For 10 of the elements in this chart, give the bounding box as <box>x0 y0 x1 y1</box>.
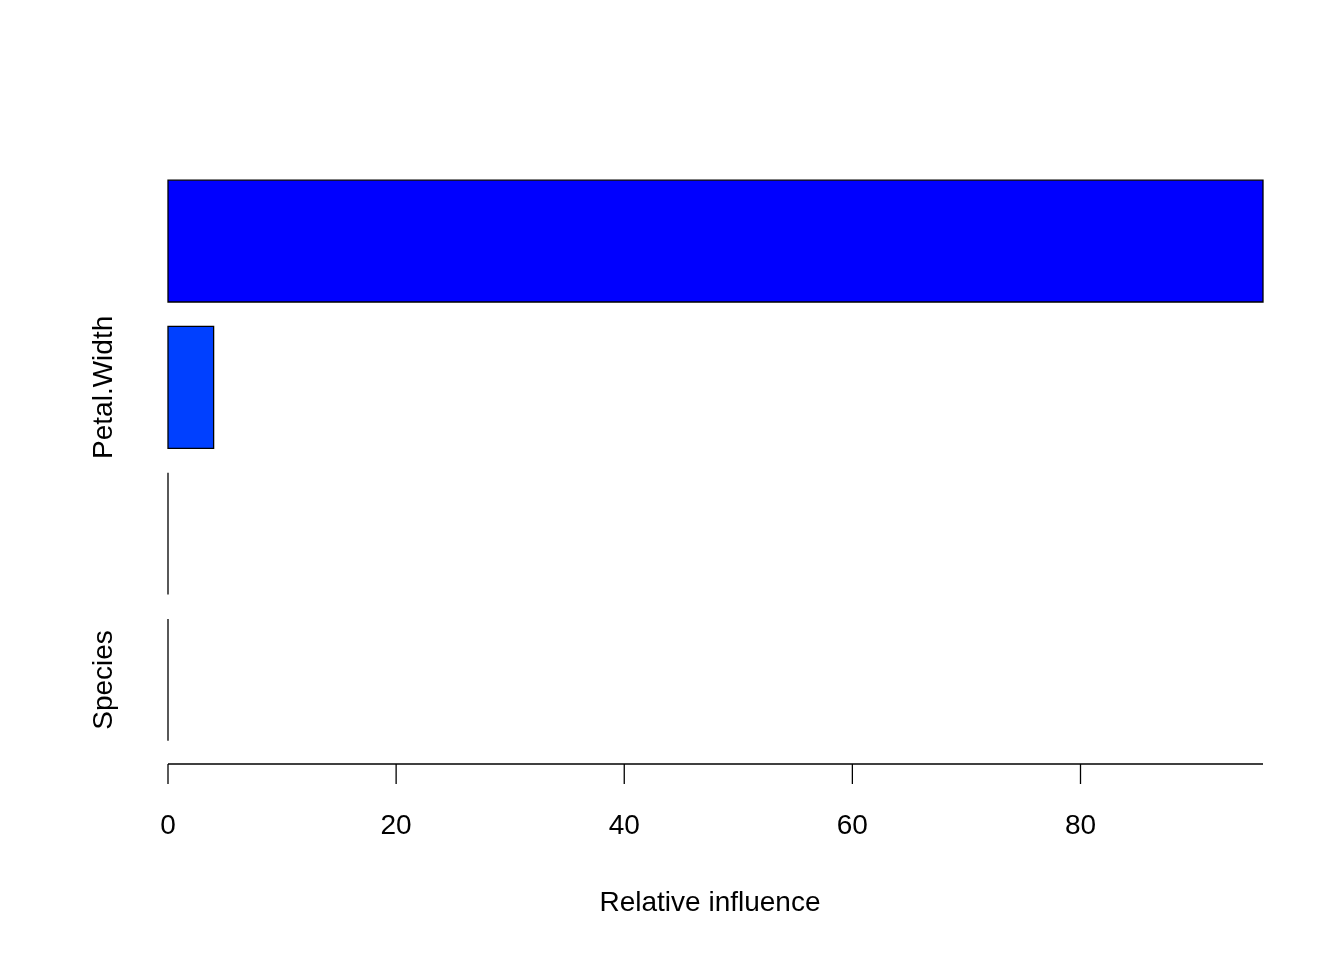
y-tick-label: Species <box>87 630 118 730</box>
bar <box>167 325 215 449</box>
x-tick-label: 20 <box>380 809 412 840</box>
bar <box>167 179 1264 303</box>
x-tick-label: 80 <box>1064 809 1097 840</box>
x-tick-label: 60 <box>836 809 868 840</box>
x-axis-title: Relative influence <box>599 886 821 917</box>
x-tick-label: 40 <box>608 809 640 840</box>
x-tick-label: 0 <box>160 809 176 840</box>
y-tick-label: Petal.Width <box>87 315 118 459</box>
